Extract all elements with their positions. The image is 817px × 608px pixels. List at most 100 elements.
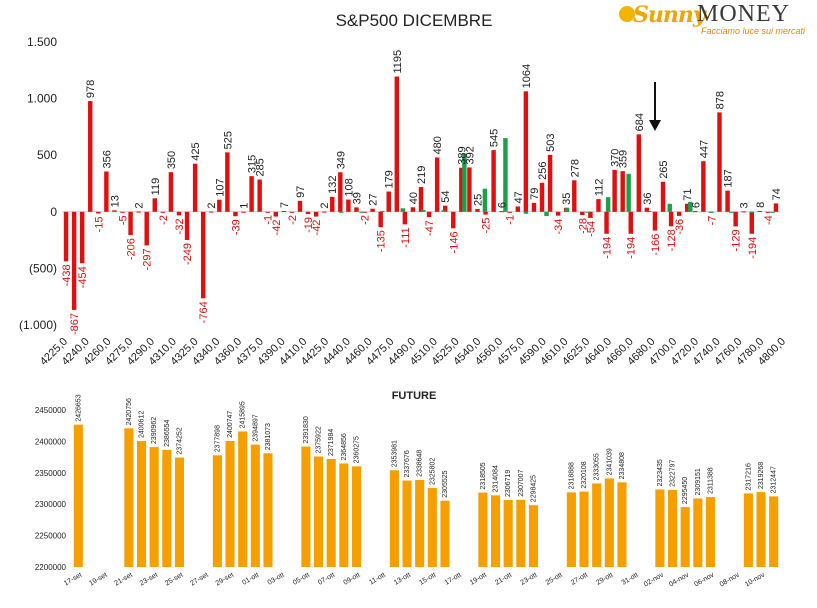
- call-value-label: 684: [634, 113, 646, 131]
- call-value-label: 13: [109, 195, 121, 207]
- call-value-label: 40: [408, 192, 420, 204]
- call-value-label: -146: [448, 231, 460, 253]
- future-bar: [124, 428, 134, 567]
- call-bar: [628, 211, 633, 234]
- call-bar: [209, 211, 214, 213]
- future-bar: [769, 496, 779, 567]
- top-ytick-label: (1.000): [19, 318, 57, 332]
- call-value-label: -39: [230, 219, 242, 235]
- call-bar: [144, 211, 149, 246]
- put-bar: [441, 210, 447, 212]
- call-value-label: 2: [134, 202, 146, 208]
- put-bar: [564, 207, 570, 212]
- future-bar: [693, 498, 703, 567]
- call-bar: [426, 211, 432, 218]
- call-value-label: 878: [714, 91, 726, 109]
- call-value-label: 349: [335, 151, 347, 169]
- call-bar: [644, 207, 650, 212]
- call-bar: [499, 211, 504, 213]
- call-bar: [338, 172, 343, 212]
- call-bar: [386, 191, 391, 212]
- future-bar: [756, 492, 766, 567]
- future-xtick-label: 04-nov: [668, 571, 690, 588]
- call-value-label: 47: [513, 191, 525, 203]
- call-bar: [515, 206, 521, 212]
- future-xtick-label: 11-ott: [368, 572, 387, 587]
- put-bar: [688, 201, 693, 212]
- call-bar: [63, 211, 69, 262]
- future-bar: [149, 447, 159, 567]
- future-xtick-label: 19-ott: [469, 572, 488, 587]
- call-value-label: -2: [360, 215, 372, 225]
- call-bar: [685, 203, 690, 212]
- put-bar: [421, 209, 426, 212]
- call-bar: [71, 211, 77, 310]
- future-value-label: 2353981: [391, 440, 398, 467]
- call-value-label: -47: [424, 220, 436, 236]
- future-value-label: 2415895: [240, 401, 247, 428]
- future-xtick-label: 06-nov: [693, 571, 715, 588]
- call-bar: [354, 207, 359, 212]
- future-bar: [566, 492, 576, 567]
- call-bar: [757, 210, 763, 212]
- call-value-label: -1: [263, 215, 275, 225]
- future-xtick-label: 31-ott: [621, 572, 640, 587]
- future-value-label: 2390962: [151, 417, 158, 444]
- call-value-label: 503: [545, 134, 557, 152]
- future-bar: [579, 491, 589, 567]
- future-bar: [73, 424, 83, 567]
- call-bar: [200, 211, 206, 299]
- future-bar: [351, 466, 362, 567]
- future-value-label: 2386554: [164, 419, 171, 446]
- call-bar: [451, 211, 456, 229]
- put-bar: [585, 211, 590, 213]
- put-bar: [400, 208, 405, 212]
- call-value-label: -2: [287, 215, 299, 225]
- call-bar: [475, 208, 480, 212]
- call-value-label: 39: [351, 192, 363, 204]
- call-bar: [741, 211, 746, 213]
- call-bar: [160, 211, 166, 213]
- call-value-label: 256: [537, 161, 549, 179]
- call-value-label: -2: [158, 215, 170, 225]
- future-bar: [225, 440, 235, 567]
- future-value-label: 2320108: [581, 461, 588, 488]
- future-value-label: 2420756: [126, 398, 133, 425]
- future-value-label: 2306719: [505, 470, 512, 497]
- future-value-label: 2375922: [316, 426, 323, 453]
- future-value-label: 2311388: [707, 467, 714, 494]
- call-bar: [660, 181, 666, 212]
- call-bar: [257, 179, 262, 212]
- future-xtick-label: 07-ott: [317, 572, 336, 587]
- put-bar: [359, 211, 364, 213]
- call-bar: [773, 203, 779, 212]
- future-xtick-label: 08-nov: [719, 571, 741, 588]
- future-value-label: 2377898: [214, 425, 221, 452]
- call-value-label: -135: [376, 230, 388, 252]
- call-value-label: -297: [142, 248, 154, 270]
- call-bar: [588, 211, 593, 218]
- call-value-label: 447: [698, 140, 710, 158]
- call-bar: [459, 167, 464, 212]
- call-bar: [717, 112, 722, 212]
- future-bar: [313, 456, 324, 567]
- call-value-label: 392: [464, 146, 476, 164]
- future-value-label: 2312447: [771, 466, 778, 493]
- future-value-label: 2317216: [745, 463, 752, 490]
- future-bar: [516, 499, 526, 567]
- put-bar: [646, 211, 652, 213]
- call-bar: [580, 211, 585, 215]
- call-value-label: 74: [771, 188, 783, 200]
- future-value-label: 2341039: [606, 448, 613, 475]
- call-value-label: 79: [529, 188, 541, 200]
- call-value-label: 1: [239, 203, 251, 209]
- future-value-label: 2374252: [176, 427, 183, 454]
- put-bar: [605, 197, 611, 212]
- call-value-label: 315: [247, 155, 259, 173]
- put-bar: [462, 153, 467, 212]
- future-xtick-label: 13-ott: [393, 572, 412, 587]
- call-value-label: -194: [626, 237, 638, 259]
- top-chart-title: S&P500 DICEMBRE: [336, 11, 493, 30]
- future-value-label: 2394897: [252, 414, 259, 441]
- call-value-label: -166: [650, 234, 662, 256]
